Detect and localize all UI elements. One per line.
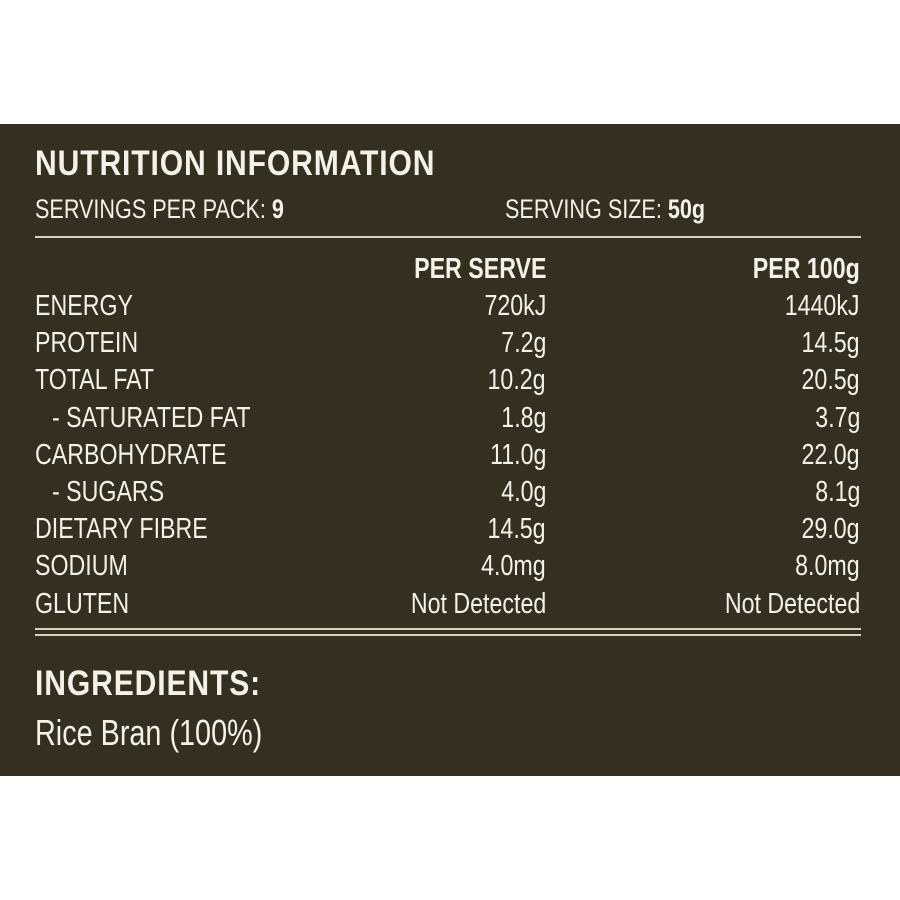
- bottom-divider: [35, 628, 861, 630]
- nutrient-label: DIETARY FIBRE: [35, 513, 208, 545]
- nutrient-per-100g-value: Not Detected: [724, 588, 860, 620]
- nutrient-label: - SATURATED FAT: [52, 402, 251, 434]
- nutrient-per-100g-value: 3.7g: [814, 402, 860, 434]
- nutrient-per-100g-value: 8.0mg: [795, 550, 860, 582]
- nutrition-title: NUTRITION INFORMATION: [35, 144, 436, 183]
- column-header-per-100g: PER 100g: [752, 253, 860, 285]
- nutrient-per-100g-value: 29.0g: [801, 513, 860, 545]
- nutrient-per-serve-value: 4.0g: [500, 476, 546, 508]
- serving-size: SERVING SIZE: 50g: [505, 194, 705, 225]
- servings-per-pack-label: SERVINGS PER PACK:: [35, 194, 266, 224]
- nutrient-per-serve-value: 10.2g: [487, 364, 546, 396]
- nutrition-panel: NUTRITION INFORMATION SERVINGS PER PACK:…: [0, 124, 900, 776]
- nutrient-label: GLUTEN: [35, 588, 130, 620]
- nutrient-label: SODIUM: [35, 550, 128, 582]
- nutrient-per-100g-value: 20.5g: [801, 364, 860, 396]
- nutrient-per-serve-value: 4.0mg: [481, 550, 546, 582]
- nutrient-per-serve-value: 1.8g: [500, 402, 546, 434]
- servings-per-pack: SERVINGS PER PACK: 9: [35, 194, 284, 225]
- nutrient-per-serve-value: Not Detected: [410, 588, 546, 620]
- bottom-divider-second: [35, 634, 861, 636]
- nutrient-per-100g-value: 8.1g: [814, 476, 860, 508]
- servings-per-pack-value: 9: [271, 194, 284, 224]
- nutrient-label: ENERGY: [35, 290, 133, 322]
- nutrient-per-100g-value: 1440kJ: [785, 290, 860, 322]
- top-divider: [35, 236, 861, 238]
- serving-size-label: SERVING SIZE:: [505, 194, 662, 224]
- nutrient-per-serve-value: 11.0g: [489, 439, 546, 471]
- nutrient-label: PROTEIN: [35, 327, 139, 359]
- serving-size-value: 50g: [667, 194, 706, 224]
- nutrient-per-100g-value: 22.0g: [801, 439, 860, 471]
- nutrient-label: - SUGARS: [52, 476, 165, 508]
- ingredients-title: INGREDIENTS:: [35, 664, 262, 703]
- nutrient-per-serve-value: 14.5g: [487, 513, 546, 545]
- nutrient-per-serve-value: 7.2g: [500, 327, 546, 359]
- nutrient-per-serve-value: 720kJ: [484, 290, 546, 322]
- ingredients-text: Rice Bran (100%): [35, 712, 263, 753]
- nutrient-label: CARBOHYDRATE: [35, 439, 227, 471]
- nutrient-per-100g-value: 14.5g: [801, 327, 860, 359]
- nutrient-label: TOTAL FAT: [35, 364, 155, 396]
- column-header-per-serve: PER SERVE: [413, 253, 546, 285]
